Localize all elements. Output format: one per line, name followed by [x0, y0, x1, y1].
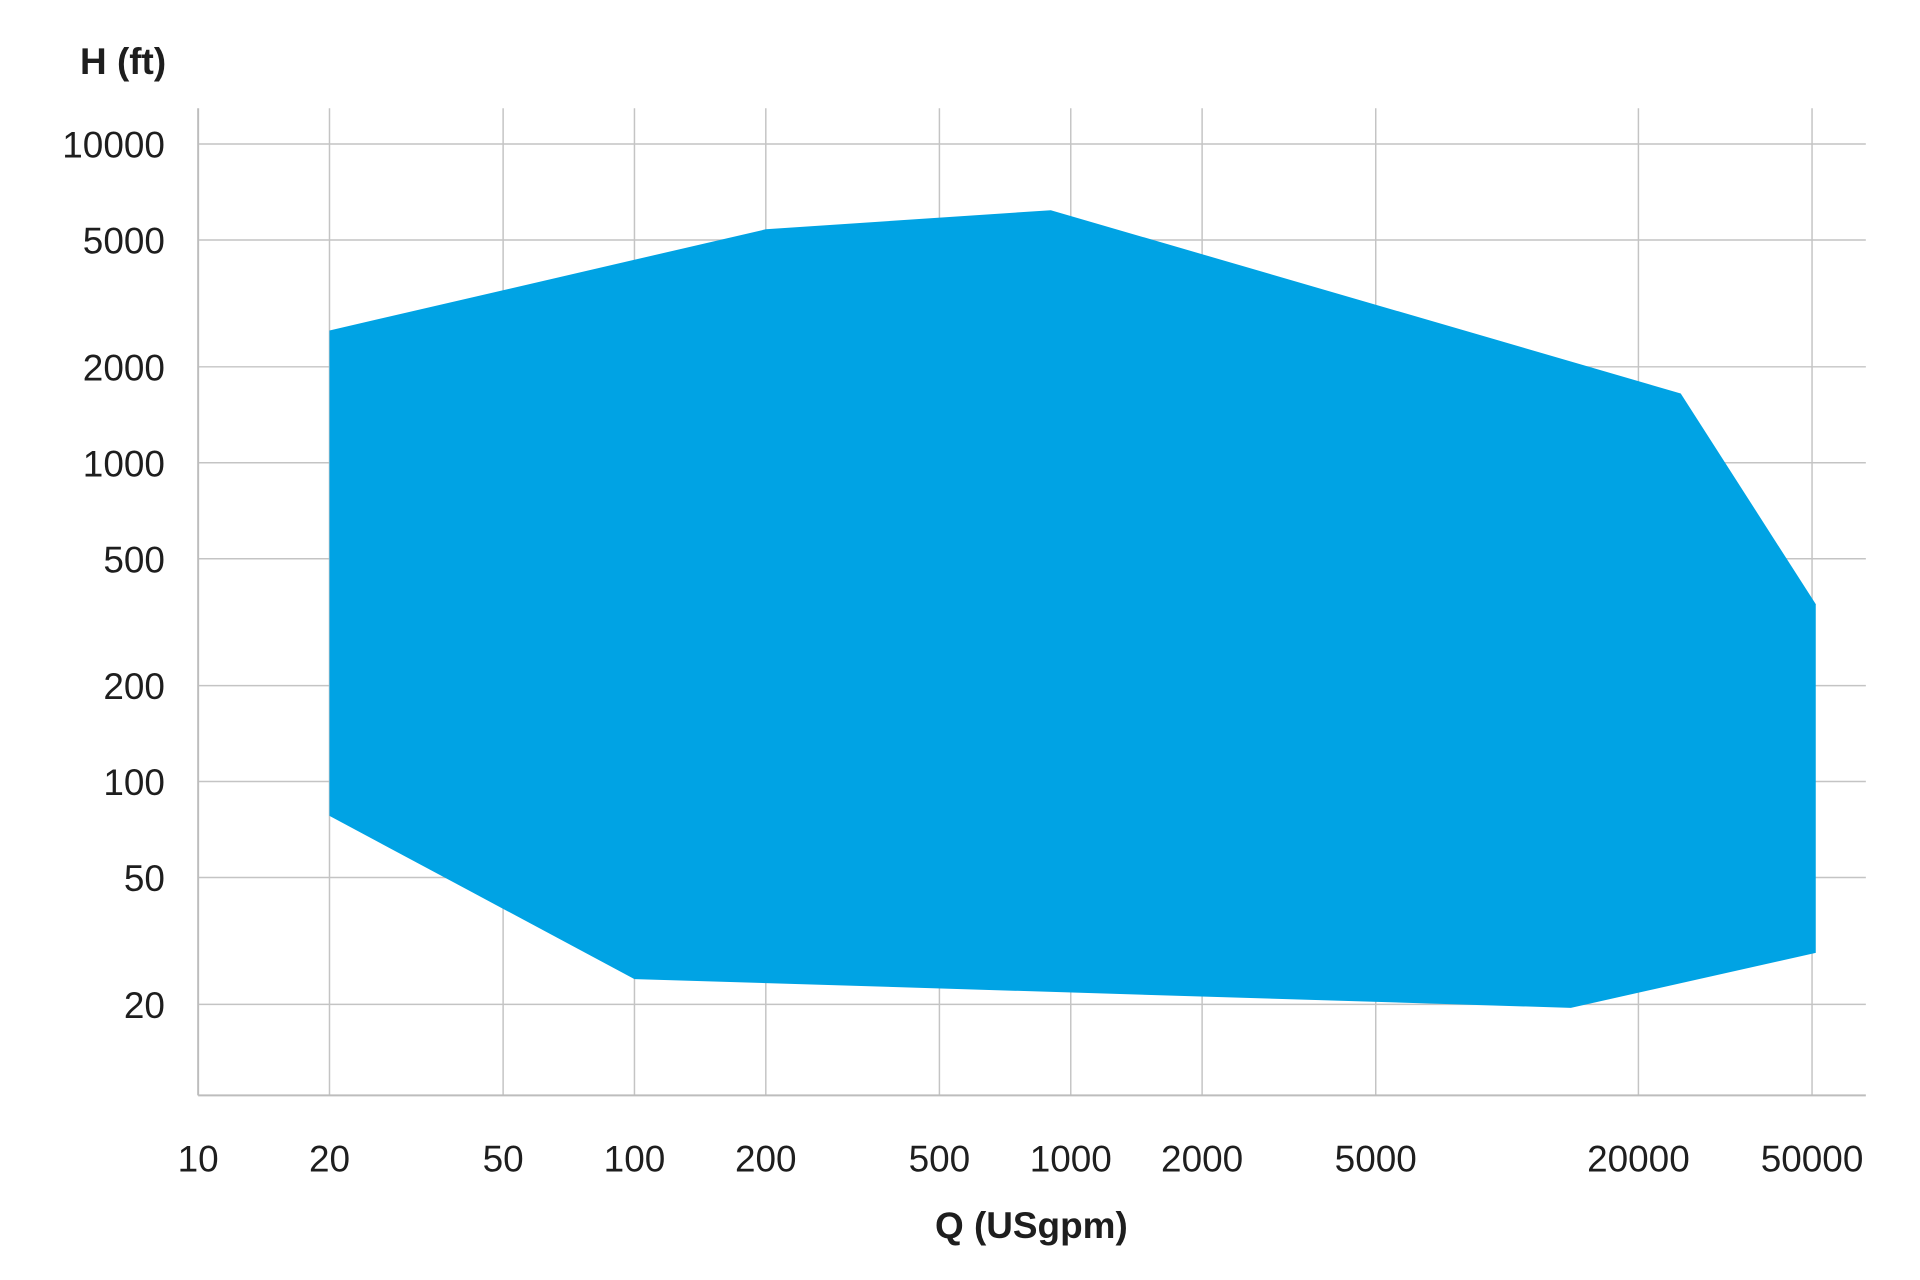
- operating-range-area: [329, 210, 1816, 1008]
- x-tick-labels: 10 20 50 100 200 500 1000 2000 5000 20000 50000: [178, 1139, 1864, 1180]
- y-tick-label: 500: [103, 539, 165, 580]
- x-tick-label: 2000: [1161, 1139, 1243, 1180]
- x-tick-label: 5000: [1335, 1139, 1417, 1180]
- y-tick-label: 200: [103, 666, 165, 707]
- x-tick-label: 1000: [1030, 1139, 1112, 1180]
- x-tick-label: 500: [909, 1139, 971, 1180]
- y-tick-label: 100: [103, 762, 165, 803]
- axes: [197, 108, 1866, 1097]
- x-tick-label: 50000: [1761, 1139, 1864, 1180]
- y-tick-label: 5000: [83, 220, 165, 261]
- x-tick-label: 50: [483, 1139, 524, 1180]
- x-tick-label: 10: [178, 1139, 219, 1180]
- y-tick-label: 10000: [62, 125, 165, 166]
- y-tick-label: 1000: [83, 443, 165, 484]
- x-tick-label: 100: [604, 1139, 666, 1180]
- x-tick-label: 20: [309, 1139, 350, 1180]
- x-axis-label: Q (USgpm): [935, 1205, 1128, 1246]
- y-tick-label: 50: [124, 858, 165, 899]
- y-tick-labels: 10000 5000 2000 1000 500 200 100 50 20: [62, 125, 165, 1026]
- x-tick-label: 20000: [1587, 1139, 1690, 1180]
- y-tick-label: 20: [124, 985, 165, 1026]
- y-axis-label: H (ft): [80, 41, 166, 82]
- y-tick-label: 2000: [83, 347, 165, 388]
- x-tick-label: 200: [735, 1139, 797, 1180]
